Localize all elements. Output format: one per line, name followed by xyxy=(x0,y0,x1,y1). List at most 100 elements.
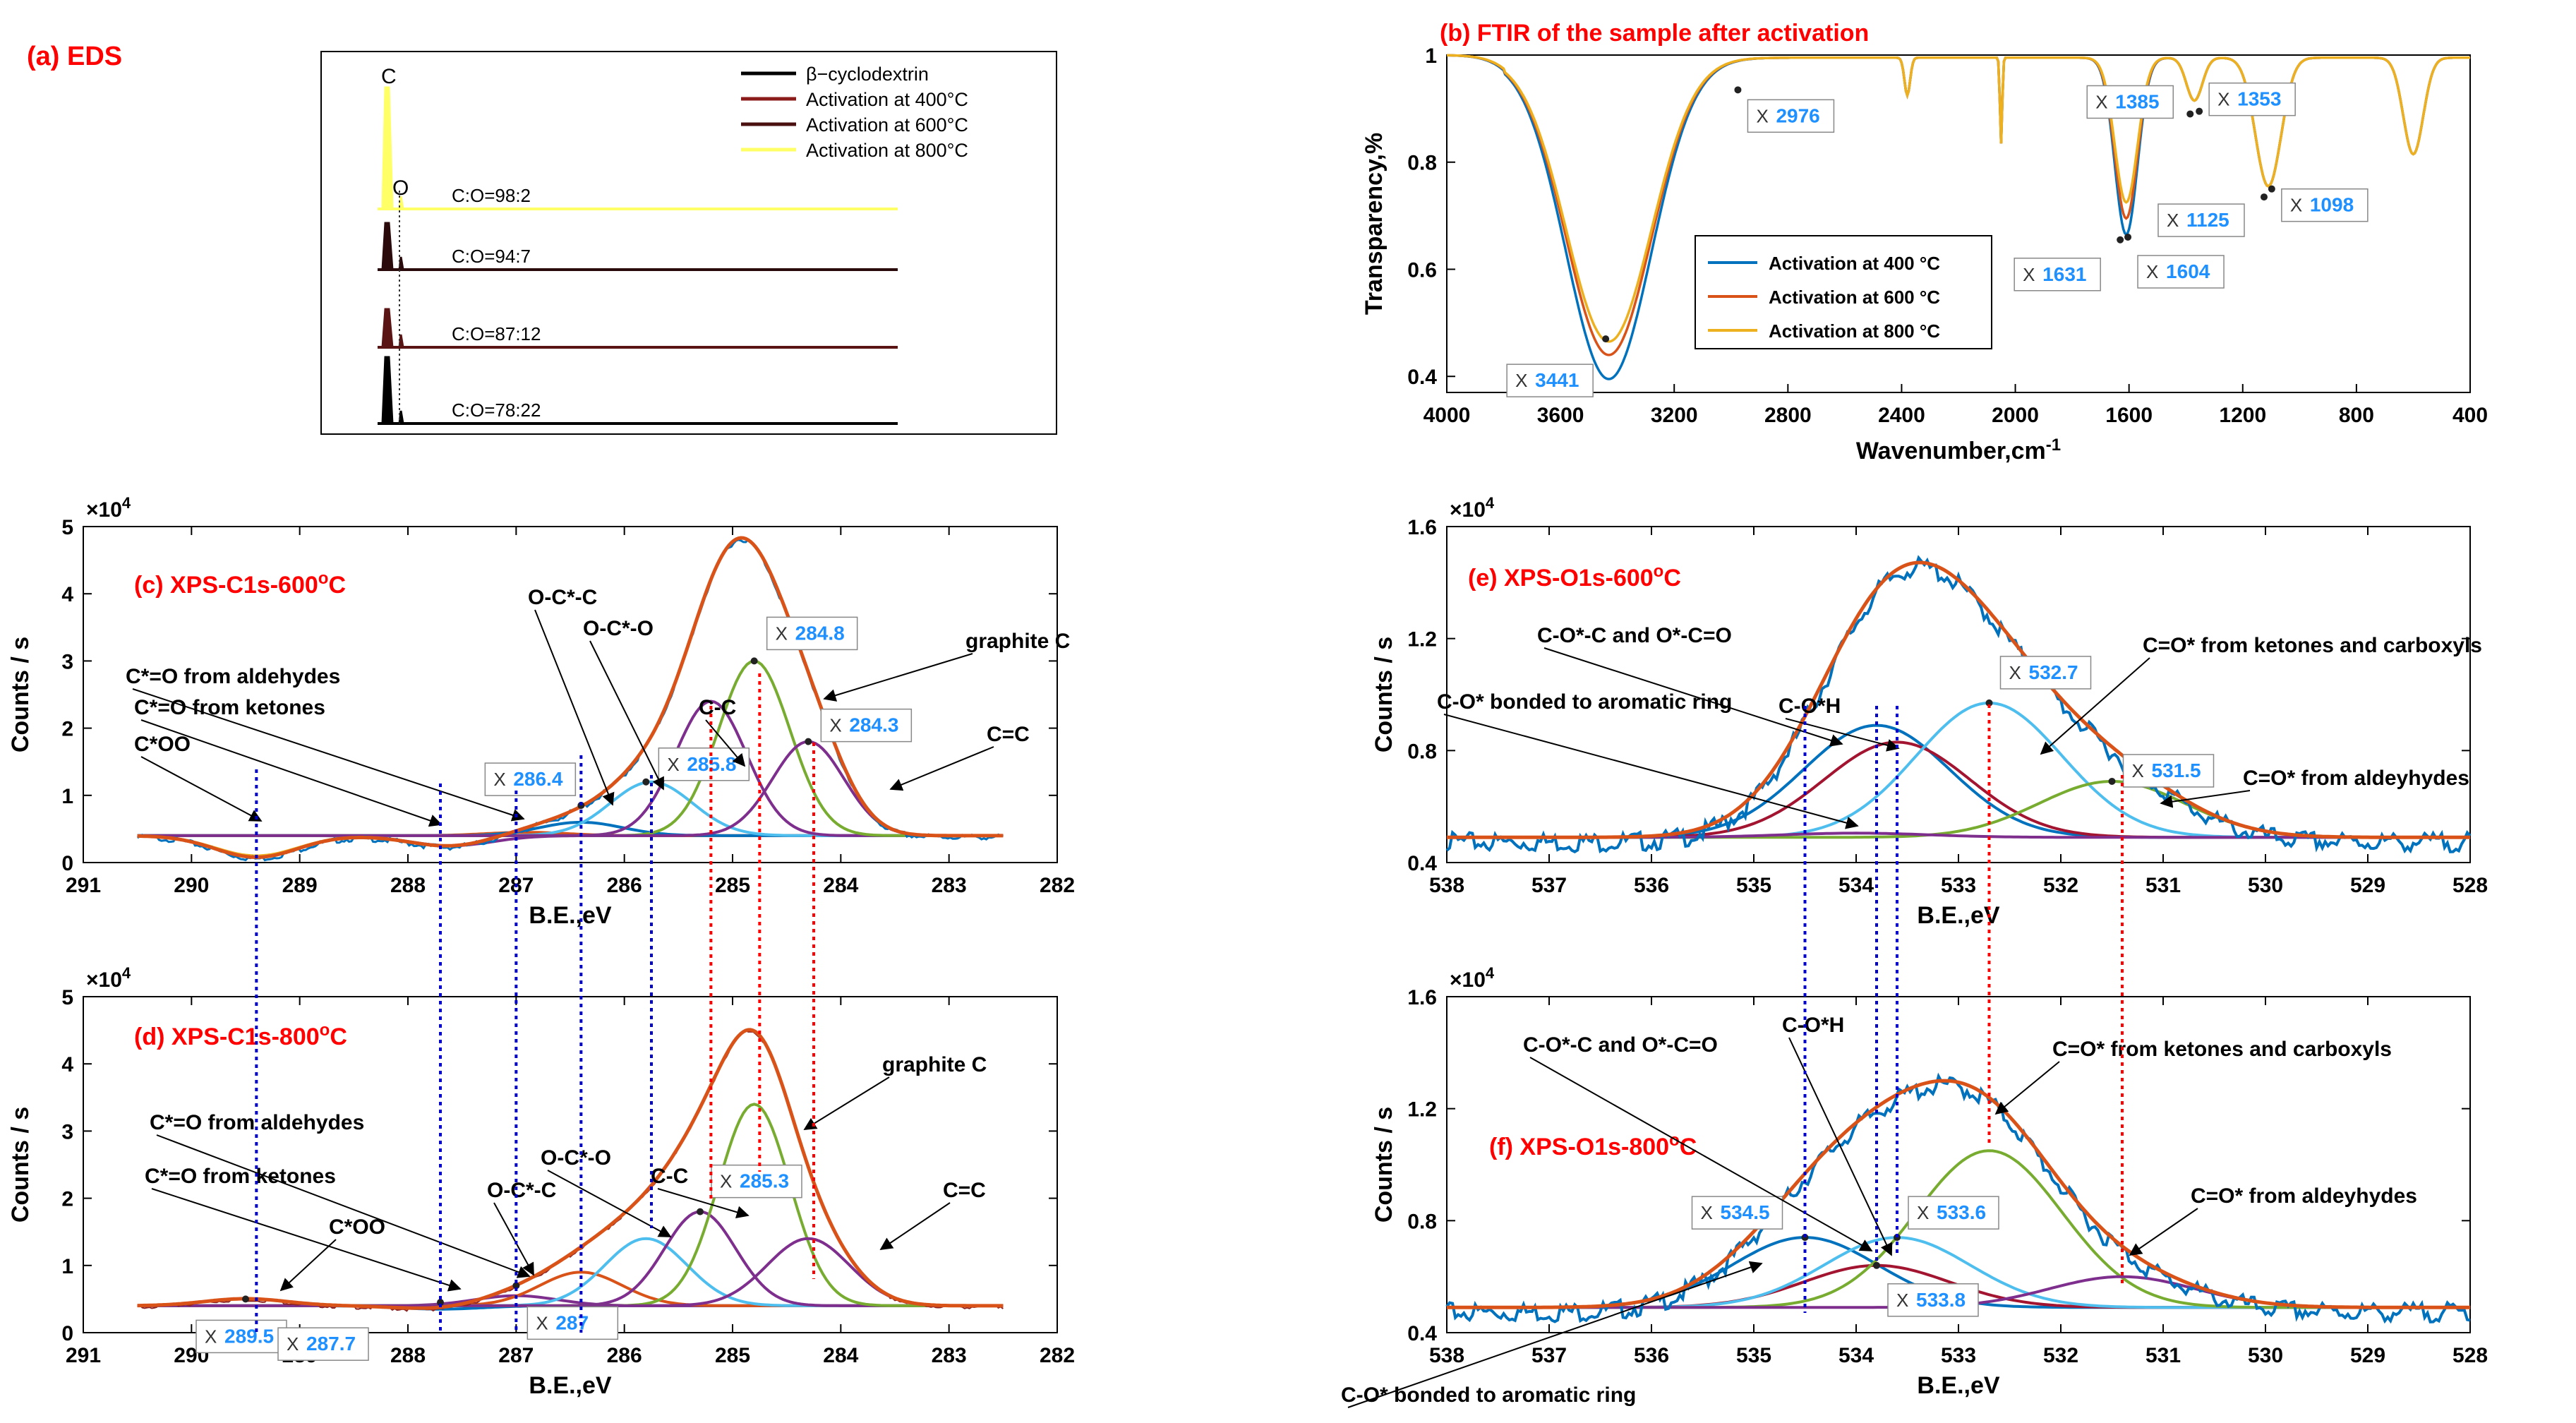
eds-legend-text-3: Activation at 800°C xyxy=(806,140,968,161)
ftir-x-tick-label: 800 xyxy=(2339,404,2374,427)
ftir-datatip-marker xyxy=(2268,185,2275,193)
y-tick-label: 4 xyxy=(61,1053,73,1076)
title-end: C xyxy=(1663,565,1681,592)
annotation-arrow xyxy=(1443,714,1859,829)
raw-spectrum xyxy=(1445,1072,2471,1324)
ftir-legend-text-1: Activation at 600 °C xyxy=(1769,287,1940,308)
annotation-label: O-C*-C xyxy=(487,1179,556,1202)
annotation-arrow xyxy=(823,653,973,702)
x-tick-label: 283 xyxy=(932,874,967,897)
y-tick-label: 1.6 xyxy=(1407,516,1437,539)
annotation-arrow xyxy=(156,1134,531,1278)
datatip-x-mark: X xyxy=(536,1312,548,1333)
ftir-datatip-marker xyxy=(2117,236,2124,244)
y-tick-label: 5 xyxy=(61,986,73,1009)
y-tick-label: 1.2 xyxy=(1407,628,1437,652)
annotation-arrow xyxy=(279,1239,337,1292)
x-tick-label: 286 xyxy=(607,874,642,897)
datatip-value: 532.7 xyxy=(2029,661,2078,683)
x-tick-label: 291 xyxy=(66,1344,101,1367)
title-main: (d) XPS-C1s-800 xyxy=(134,1023,320,1050)
ftir-datatip-box xyxy=(1506,364,1594,397)
multiplier-exp: 4 xyxy=(1486,494,1495,512)
x-tick-label: 528 xyxy=(2452,874,2488,897)
ftir-y-tick-label: 0.6 xyxy=(1407,258,1437,282)
x-tick-label: 536 xyxy=(1634,1344,1669,1367)
x-axis-label: B.E.,eV xyxy=(1917,1372,1999,1399)
datatip-value: 533.8 xyxy=(1916,1289,1966,1311)
datatip-value: 286.4 xyxy=(513,768,562,790)
panel-d-title: (d) XPS-C1s-800oC xyxy=(134,1021,347,1050)
datatip-value: 534.5 xyxy=(1721,1201,1770,1223)
ftir-x-tick-label: 1600 xyxy=(2105,404,2153,427)
datatip-x-mark: X xyxy=(776,623,788,644)
ftir-legend-text-0: Activation at 400 °C xyxy=(1769,253,1940,274)
datatip-box xyxy=(526,1306,619,1340)
datatip-x-mark: X xyxy=(829,715,841,736)
x-tick-label: 285 xyxy=(715,1344,750,1367)
axis-multiplier: ×104 xyxy=(86,494,131,522)
datatip-marker xyxy=(750,657,758,665)
x-tick-label: 530 xyxy=(2248,874,2283,897)
x-tick-label: 537 xyxy=(1531,1344,1567,1367)
datatip-x-mark: X xyxy=(1701,1202,1713,1223)
eds-peak-3 xyxy=(378,356,404,425)
datatip-x-mark: X xyxy=(1917,1202,1929,1223)
annotation-arrow xyxy=(705,719,746,767)
x-tick-label: 537 xyxy=(1531,874,1567,897)
multiplier-base: ×10 xyxy=(1450,498,1486,522)
eds-ratio-0: C:O=98:2 xyxy=(452,185,531,206)
ftir-y-tick-label: 0.4 xyxy=(1407,366,1437,389)
ftir-datatip-box xyxy=(2281,188,2369,222)
x-tick-label: 288 xyxy=(390,874,426,897)
y-tick-label: 3 xyxy=(61,1120,73,1143)
x-tick-label: 534 xyxy=(1838,1344,1874,1367)
title-end: C xyxy=(330,1023,347,1050)
y-tick-label: 0.8 xyxy=(1407,1210,1437,1233)
annotation-arrow xyxy=(132,688,525,822)
datatip-value: 284.3 xyxy=(849,714,898,736)
datatip-value: 284.8 xyxy=(795,622,845,644)
x-tick-label: 288 xyxy=(390,1344,426,1367)
x-tick-label: 535 xyxy=(1736,1344,1771,1367)
ftir-datatip-marker xyxy=(1602,335,1610,343)
datatip-marker xyxy=(1894,1234,1901,1242)
ftir-datatip-marker xyxy=(2186,110,2194,118)
xlabel-sup: -1 xyxy=(2046,436,2061,455)
eds-ratio-3: C:O=78:22 xyxy=(452,400,541,421)
x-tick-label: 538 xyxy=(1429,874,1464,897)
x-tick-label: 284 xyxy=(823,874,858,897)
ftir-datatip-value: 1604 xyxy=(2166,260,2210,282)
annotation-arrow xyxy=(140,756,263,822)
plot-frame xyxy=(1446,526,2471,863)
x-tick-label: 282 xyxy=(1040,1344,1075,1367)
datatip-x-mark: X xyxy=(2290,195,2302,216)
title-end: C xyxy=(328,572,346,599)
y-tick-label: 5 xyxy=(61,516,73,539)
ftir-datatip-marker xyxy=(2124,233,2132,241)
datatip-box xyxy=(277,1327,369,1361)
ftir-datatip-marker xyxy=(2196,107,2203,115)
y-tick-label: 0.4 xyxy=(1407,852,1437,875)
datatip-x-mark: X xyxy=(493,769,505,790)
datatip-box xyxy=(766,616,858,651)
figure-layer: (a) EDS C:O=98:2 C:O=94:7 C:O=87:12 C:O=78:2… xyxy=(7,20,2488,1408)
annotation-label: C=O* from ketones and carboxyls xyxy=(2143,634,2482,657)
ftir-legend-text-2: Activation at 800 °C xyxy=(1769,320,1940,342)
annotation-label: C*OO xyxy=(134,733,191,756)
datatip-value: 531.5 xyxy=(2152,759,2201,781)
annotation-arrow xyxy=(1994,1061,2060,1115)
panel-f: 538 537 536 535 534 533 532 531 530 529 528 0.4 0.8 1… xyxy=(1341,964,2488,1408)
ftir-x-tick-label: 400 xyxy=(2452,404,2488,427)
x-tick-label: 290 xyxy=(174,874,209,897)
y-tick-label: 1.6 xyxy=(1407,986,1437,1009)
fit-envelope xyxy=(137,536,1004,859)
annotation-label: C-O*-C and O*-C=O xyxy=(1523,1033,1718,1057)
annotation-label: C-C xyxy=(699,696,736,719)
x-tick-label: 530 xyxy=(2248,1344,2283,1367)
annotation-label: C-C xyxy=(651,1165,688,1188)
annotation-label: O-C*-C xyxy=(528,586,597,609)
eds-peak-label-c: C xyxy=(381,65,397,88)
y-tick-label: 4 xyxy=(61,583,73,606)
ftir-datatip-value: 1098 xyxy=(2310,194,2354,216)
